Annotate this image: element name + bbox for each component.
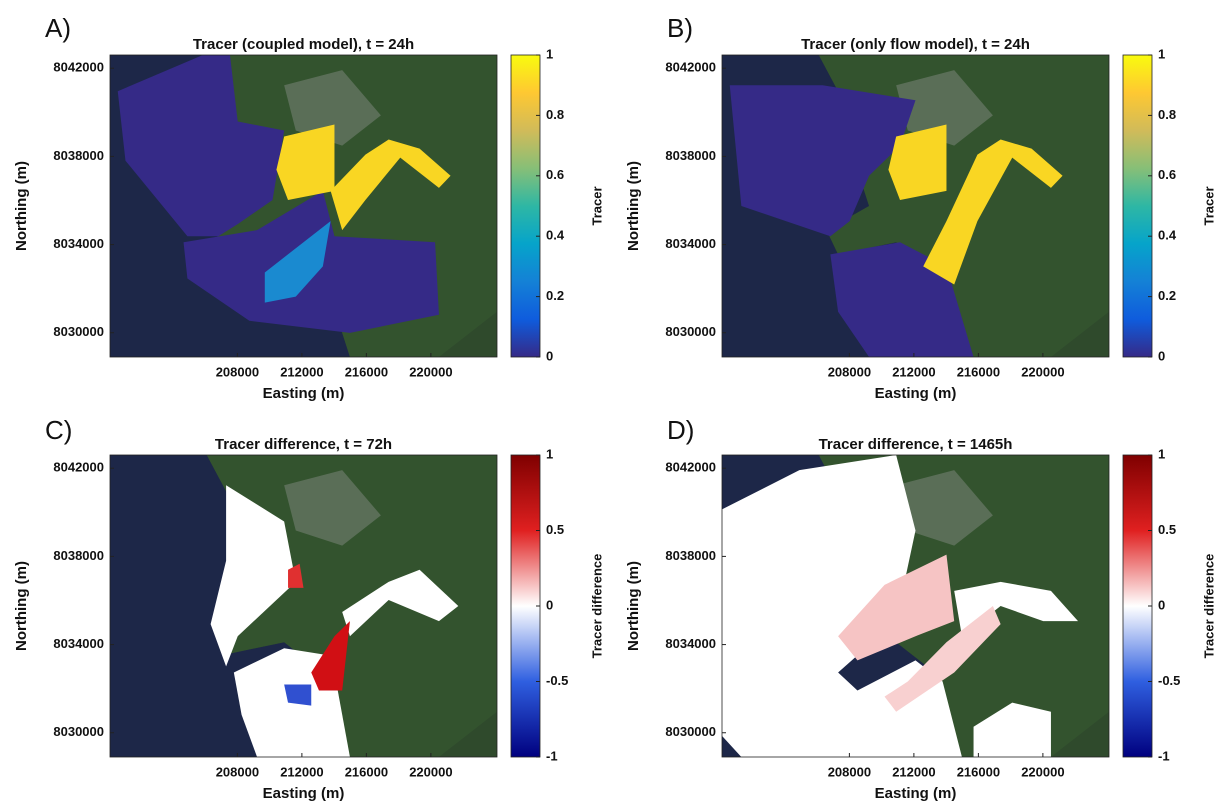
y-tick-label: 8042000 bbox=[665, 460, 716, 475]
x-tick-label: 212000 bbox=[280, 764, 323, 779]
colorbar-tick-label: 0.8 bbox=[1158, 107, 1176, 122]
x-tick-label: 212000 bbox=[892, 764, 935, 779]
x-axis-label: Easting (m) bbox=[263, 385, 345, 402]
y-tick-label: 8030000 bbox=[665, 324, 716, 339]
x-tick-label: 216000 bbox=[345, 764, 388, 779]
x-tick-label: 216000 bbox=[957, 764, 1000, 779]
panel-label: B) bbox=[667, 13, 693, 43]
colorbar-tick-label: 0.4 bbox=[546, 228, 565, 243]
y-tick-label: 8030000 bbox=[665, 724, 716, 739]
colorbar-tick-label: 1 bbox=[546, 446, 553, 461]
y-tick-label: 8042000 bbox=[53, 460, 104, 475]
panel-label: D) bbox=[667, 415, 694, 445]
chart-title: Tracer difference, t = 1465h bbox=[819, 436, 1013, 453]
panel-label: C) bbox=[45, 415, 72, 445]
colorbar-tick-label: 0.6 bbox=[1158, 167, 1176, 182]
y-axis-label: Northing (m) bbox=[13, 161, 30, 251]
chart-title: Tracer (coupled model), t = 24h bbox=[193, 36, 414, 53]
panel: C) Tracer difference, t = 72h 208000 212000… bbox=[13, 415, 604, 802]
colorbar-tick-label: 1 bbox=[546, 46, 553, 61]
colorbar-tick-label: 0 bbox=[1158, 597, 1165, 612]
colorbar-tick-label: 1 bbox=[1158, 446, 1165, 461]
y-tick-label: 8034000 bbox=[665, 636, 716, 651]
panel: B) Tracer (only flow model), t = 24h 20800… bbox=[625, 13, 1214, 402]
x-tick-label: 208000 bbox=[828, 764, 871, 779]
chart-title: Tracer (only flow model), t = 24h bbox=[801, 36, 1030, 53]
colorbar-tick-label: 0 bbox=[546, 348, 553, 363]
y-tick-label: 8034000 bbox=[53, 636, 104, 651]
colorbar bbox=[511, 55, 540, 357]
map bbox=[110, 55, 497, 357]
colorbar-tick-label: 0.5 bbox=[546, 522, 564, 537]
colorbar-label: Tracer difference bbox=[1201, 554, 1214, 659]
map bbox=[722, 55, 1109, 357]
x-tick-label: 220000 bbox=[1021, 764, 1064, 779]
colorbar-tick-label: -1 bbox=[1158, 748, 1170, 763]
colorbar bbox=[1123, 455, 1152, 757]
colorbar-tick-label: 0.8 bbox=[546, 107, 564, 122]
map bbox=[110, 455, 497, 757]
panel: A) Tracer (coupled model), t = 24h 208000 2… bbox=[13, 13, 604, 402]
figure: A) Tracer (coupled model), t = 24h 208000 2… bbox=[0, 0, 1214, 808]
colorbar-label: Tracer bbox=[589, 186, 604, 225]
y-axis-label: Northing (m) bbox=[625, 161, 642, 251]
y-tick-label: 8034000 bbox=[665, 236, 716, 251]
x-tick-label: 212000 bbox=[892, 364, 935, 379]
x-tick-label: 220000 bbox=[1021, 364, 1064, 379]
colorbar-tick-label: 0.2 bbox=[546, 288, 564, 303]
y-axis-label: Northing (m) bbox=[13, 561, 30, 651]
y-tick-label: 8042000 bbox=[53, 60, 104, 75]
colorbar-tick-label: 0 bbox=[1158, 348, 1165, 363]
colorbar-tick-label: 0 bbox=[546, 597, 553, 612]
panel: D) Tracer difference, t = 1465h 208000 2120… bbox=[625, 415, 1214, 802]
x-tick-label: 216000 bbox=[345, 364, 388, 379]
x-tick-label: 220000 bbox=[409, 364, 452, 379]
y-tick-label: 8038000 bbox=[53, 148, 104, 163]
tracer-field bbox=[284, 685, 311, 706]
y-tick-label: 8042000 bbox=[665, 60, 716, 75]
y-tick-label: 8030000 bbox=[53, 324, 104, 339]
colorbar-tick-label: 0.2 bbox=[1158, 288, 1176, 303]
y-tick-label: 8038000 bbox=[53, 548, 104, 563]
x-tick-label: 216000 bbox=[957, 364, 1000, 379]
colorbar-tick-label: 0.4 bbox=[1158, 228, 1177, 243]
y-tick-label: 8030000 bbox=[53, 724, 104, 739]
colorbar bbox=[511, 455, 540, 757]
x-axis-label: Easting (m) bbox=[263, 785, 345, 802]
colorbar-tick-label: 1 bbox=[1158, 46, 1165, 61]
x-tick-label: 212000 bbox=[280, 364, 323, 379]
chart-title: Tracer difference, t = 72h bbox=[215, 436, 392, 453]
colorbar-label: Tracer difference bbox=[589, 554, 604, 659]
colorbar-tick-label: -0.5 bbox=[1158, 673, 1180, 688]
colorbar bbox=[1123, 55, 1152, 357]
x-tick-label: 208000 bbox=[216, 364, 259, 379]
x-axis-label: Easting (m) bbox=[875, 385, 957, 402]
x-tick-label: 220000 bbox=[409, 764, 452, 779]
y-tick-label: 8034000 bbox=[53, 236, 104, 251]
y-tick-label: 8038000 bbox=[665, 548, 716, 563]
x-tick-label: 208000 bbox=[828, 364, 871, 379]
colorbar-label: Tracer bbox=[1201, 186, 1214, 225]
colorbar-tick-label: 0.5 bbox=[1158, 522, 1176, 537]
y-axis-label: Northing (m) bbox=[625, 561, 642, 651]
colorbar-tick-label: 0.6 bbox=[546, 167, 564, 182]
map bbox=[722, 455, 1109, 757]
colorbar-tick-label: -0.5 bbox=[546, 673, 568, 688]
panel-label: A) bbox=[45, 13, 71, 43]
y-tick-label: 8038000 bbox=[665, 148, 716, 163]
colorbar-tick-label: -1 bbox=[546, 748, 558, 763]
x-tick-label: 208000 bbox=[216, 764, 259, 779]
x-axis-label: Easting (m) bbox=[875, 785, 957, 802]
